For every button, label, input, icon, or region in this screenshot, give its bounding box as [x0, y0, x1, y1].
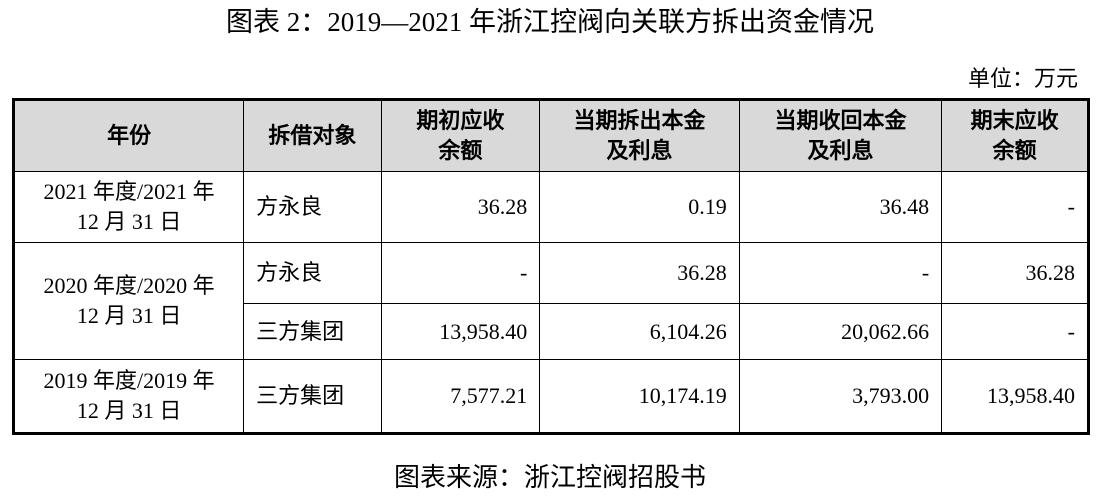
unit-label: 单位：万元: [967, 66, 1078, 91]
year-cell: 2019 年度/2019 年 12 月 31 日: [12, 359, 245, 434]
header-cell: 拆借对象: [243, 99, 382, 172]
data-table: 年份 拆借对象 期初应收 余额 当期拆出本金 及利息 当期收回本金 及利息 期末…: [12, 98, 1090, 435]
party-cell: 方永良: [243, 242, 382, 304]
header-cell: 当期收回本金 及利息: [738, 99, 943, 172]
header-cell: 期末应收 余额: [941, 99, 1089, 172]
value-cell: 0.19: [539, 171, 740, 243]
value-cell: 36.28: [941, 242, 1089, 304]
value-cell: 6,104.26: [539, 303, 740, 360]
table-row: 2019 年度/2019 年 12 月 31 日 三方集团 7,577.21 1…: [12, 359, 1089, 434]
party-cell: 方永良: [243, 171, 382, 243]
year-cell: 2020 年度/2020 年 12 月 31 日: [12, 242, 245, 360]
value-cell: 36.48: [738, 171, 943, 243]
value-cell: 10,174.19: [539, 359, 740, 434]
value-cell: 7,577.21: [380, 359, 541, 434]
value-cell: 13,958.40: [941, 359, 1089, 434]
value-cell: 13,958.40: [380, 303, 541, 360]
title: 图表 2：2019—2021 年浙江控阀向关联方拆出资金情况: [226, 7, 874, 37]
value-cell: -: [738, 242, 943, 304]
header-row: 年份 拆借对象 期初应收 余额 当期拆出本金 及利息 当期收回本金 及利息 期末…: [12, 99, 1089, 172]
year-cell: 2021 年度/2021 年 12 月 31 日: [12, 171, 245, 243]
header-cell: 期初应收 余额: [380, 99, 541, 172]
table-row: 2021 年度/2021 年 12 月 31 日 方永良 36.28 0.19 …: [12, 171, 1089, 243]
header-cell: 年份: [12, 99, 245, 172]
value-cell: -: [941, 303, 1089, 360]
value-cell: -: [941, 171, 1089, 243]
source-note: 图表来源：浙江控阀招股书: [393, 463, 706, 492]
table-row: 2020 年度/2020 年 12 月 31 日 方永良 - 36.28 - 3…: [12, 242, 1089, 360]
party-cell: 三方集团: [243, 359, 382, 434]
value-cell: 36.28: [380, 171, 541, 243]
value-cell: 36.28: [539, 242, 740, 304]
value-cell: 3,793.00: [738, 359, 943, 434]
party-cell: 三方集团: [243, 303, 382, 360]
header-cell: 当期拆出本金 及利息: [539, 99, 740, 172]
value-cell: 20,062.66: [738, 303, 943, 360]
value-cell: -: [380, 242, 541, 304]
